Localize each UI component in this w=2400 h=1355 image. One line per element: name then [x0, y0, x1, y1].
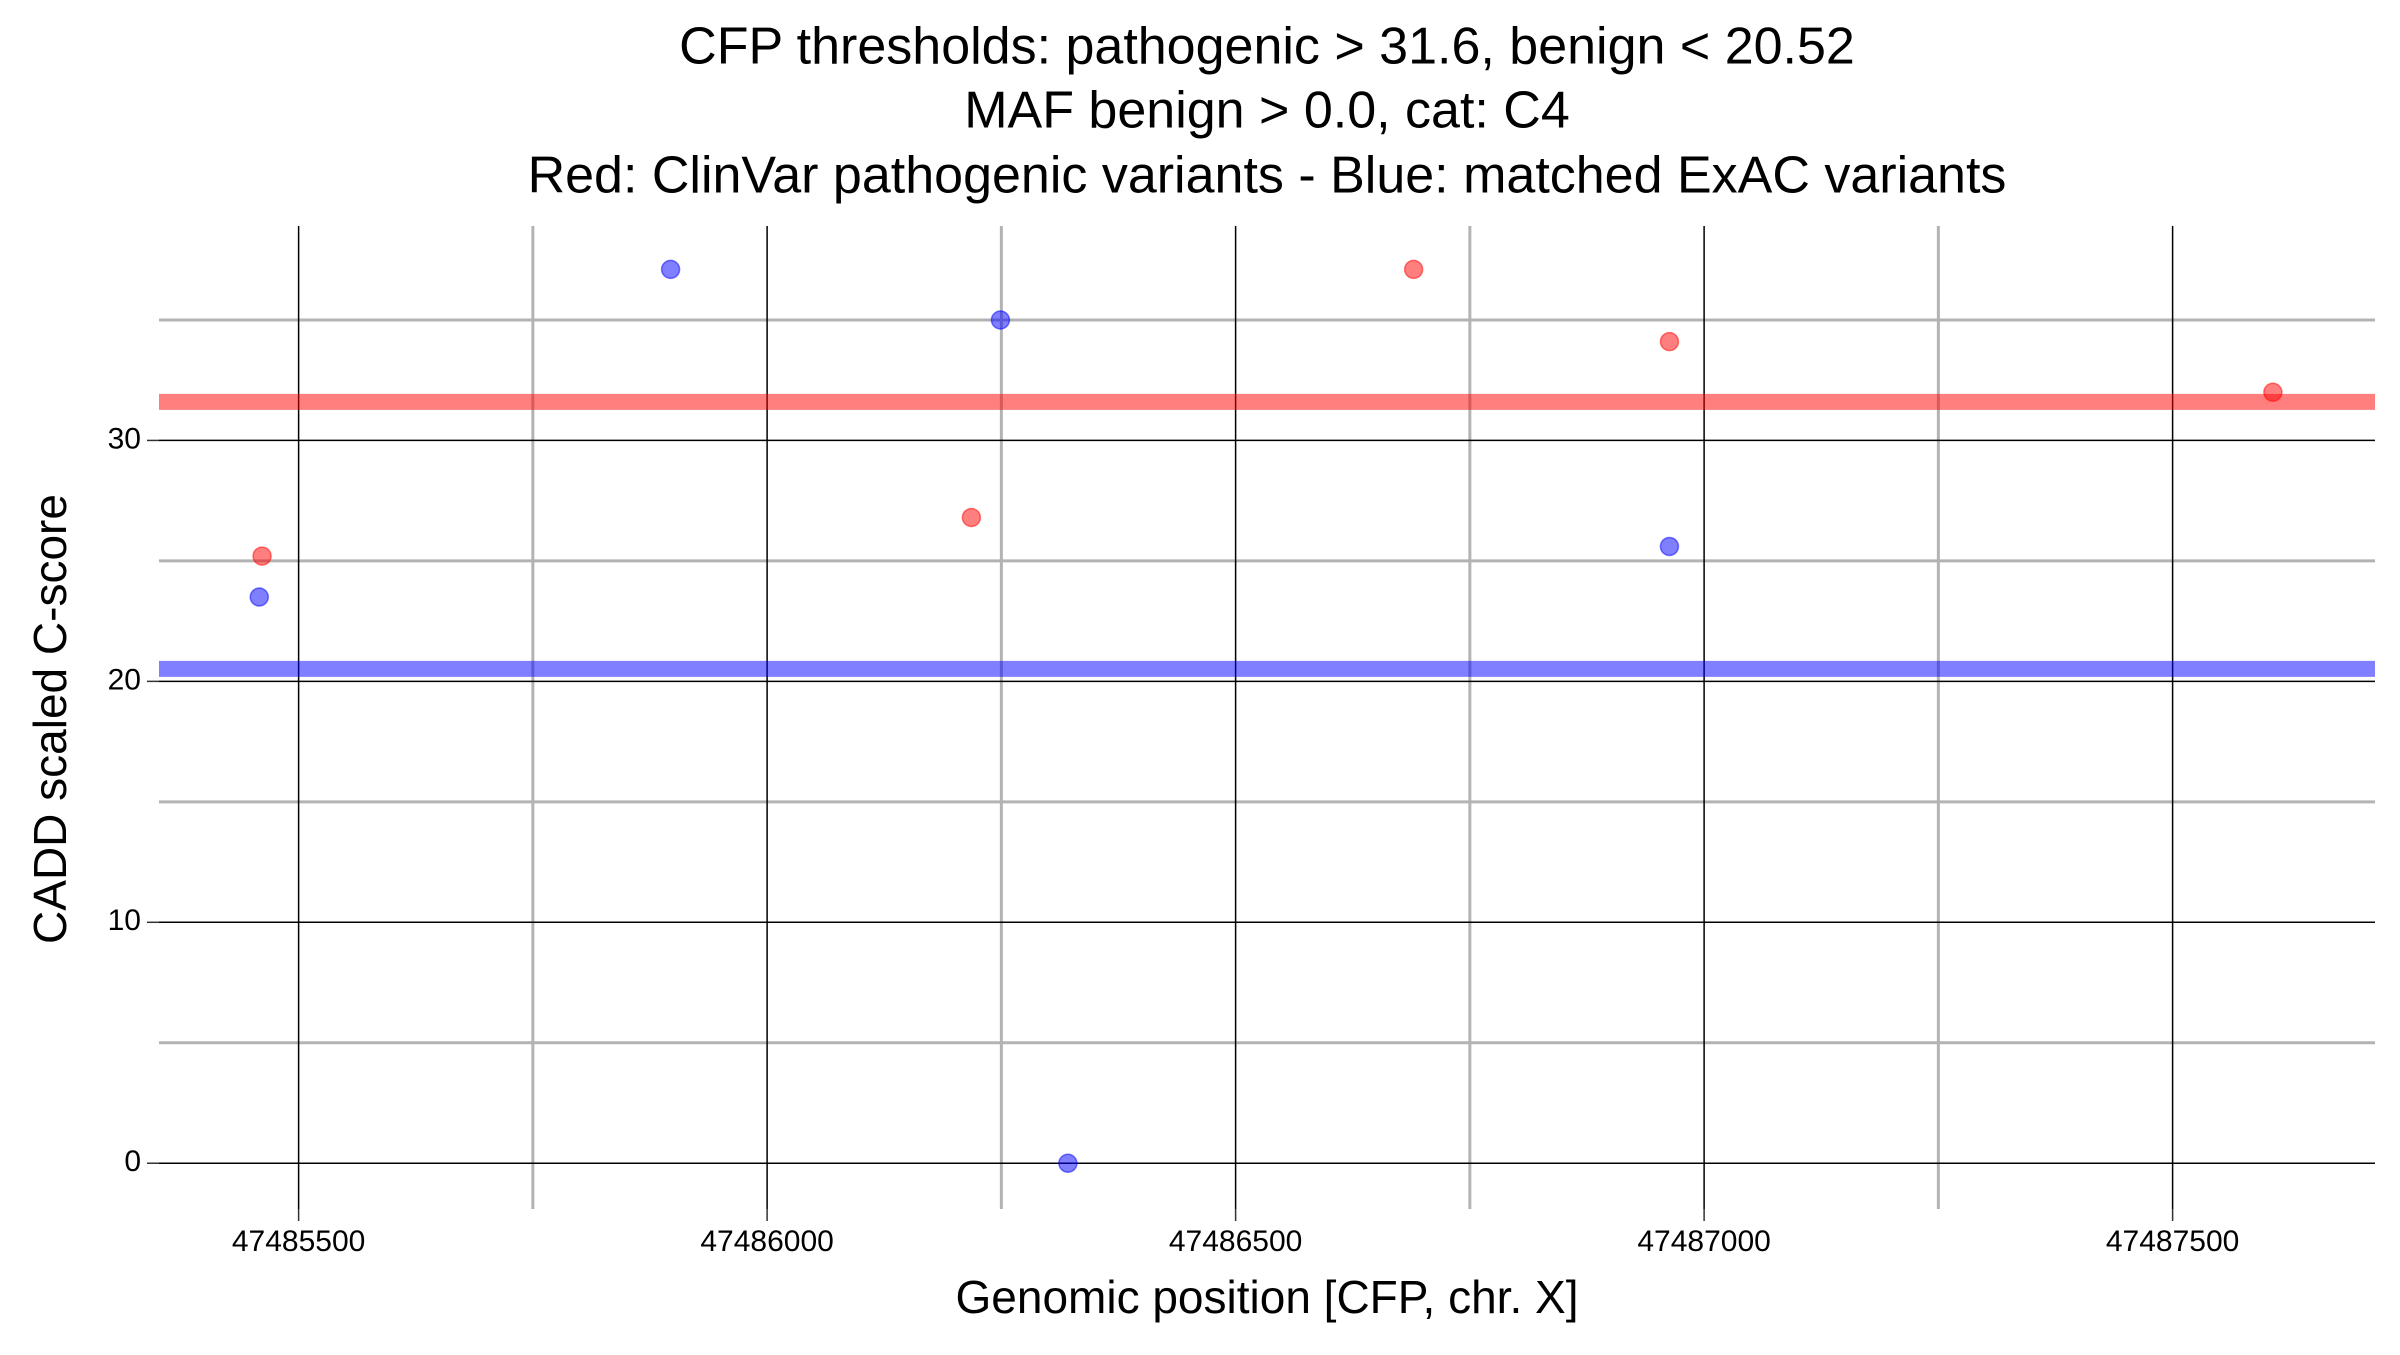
point [1058, 1153, 1078, 1173]
point [252, 546, 272, 566]
point [660, 259, 681, 280]
point [2263, 382, 2283, 402]
x-tick-label: 47485500 [232, 1225, 365, 1258]
chart-subtitle: MAF benign > 0.0, cat: C4 [964, 82, 1570, 140]
x-tick-label: 47487000 [1637, 1225, 1770, 1258]
chart-subtitle: Red: ClinVar pathogenic variants - Blue:… [528, 147, 2007, 205]
x-tick-label: 47486000 [700, 1225, 833, 1258]
point [249, 587, 270, 607]
y-axis-label: CADD scaled C-score [24, 494, 76, 944]
y-tick-label: 0 [124, 1145, 141, 1178]
point [1659, 331, 1680, 352]
point [1403, 259, 1424, 280]
point [961, 507, 982, 528]
chart-title: CFP thresholds: pathogenic > 31.6, benig… [679, 18, 1855, 76]
y-tick-label: 10 [108, 904, 141, 937]
x-tick-label: 47487500 [2106, 1225, 2239, 1258]
y-tick-label: 30 [108, 422, 141, 455]
x-tick-label: 47486500 [1169, 1225, 1302, 1258]
point [990, 310, 1011, 330]
x-axis-label: Genomic position [CFP, chr. X] [956, 1271, 1579, 1323]
point [1659, 536, 1680, 557]
y-tick-label: 20 [108, 663, 141, 696]
